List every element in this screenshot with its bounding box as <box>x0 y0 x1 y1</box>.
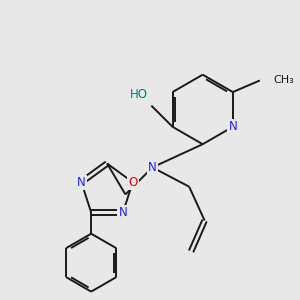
Text: N: N <box>118 206 127 219</box>
Text: O: O <box>128 176 137 189</box>
Text: CH₃: CH₃ <box>273 76 294 85</box>
Text: HO: HO <box>130 88 148 101</box>
Text: N: N <box>77 176 86 189</box>
Text: N: N <box>148 161 157 174</box>
Text: N: N <box>228 120 237 133</box>
